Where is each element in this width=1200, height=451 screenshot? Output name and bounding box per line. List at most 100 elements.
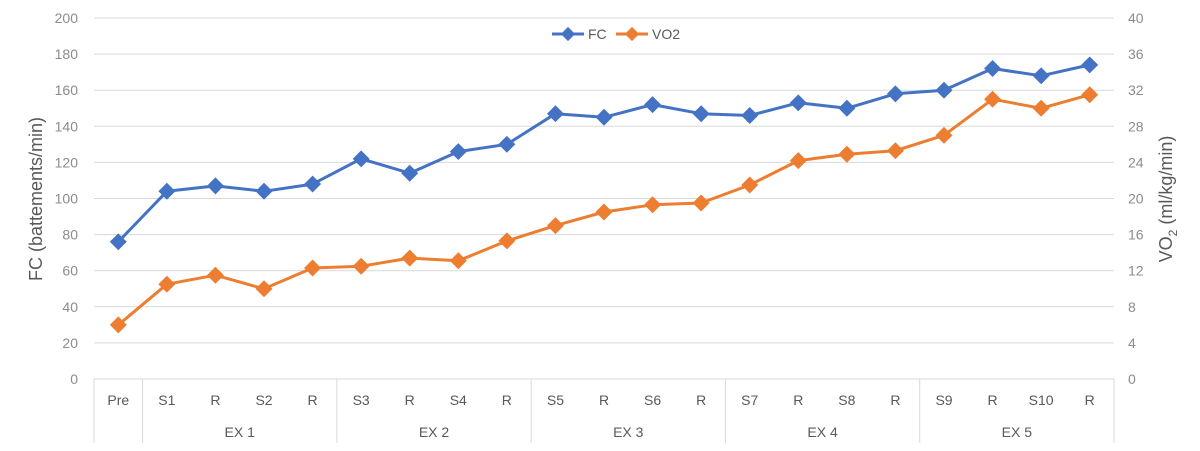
data-point-vo2 — [692, 194, 710, 212]
group-label: EX 1 — [225, 424, 256, 440]
category-label: S6 — [644, 392, 661, 408]
group-label: EX 4 — [807, 424, 838, 440]
data-point-fc — [984, 60, 1002, 77]
category-label: R — [502, 392, 512, 408]
data-point-vo2 — [1032, 99, 1050, 117]
right-tick-label: 24 — [1128, 154, 1144, 170]
data-point-fc — [158, 182, 176, 200]
data-point-vo2 — [886, 142, 904, 160]
category-label: R — [1085, 392, 1095, 408]
category-label: R — [696, 392, 706, 408]
left-tick-label: 200 — [55, 10, 79, 26]
left-tick-label: 120 — [55, 154, 79, 170]
series-layer — [109, 56, 1099, 334]
legend-swatch-fc-marker — [560, 26, 576, 42]
legend: FC VO2 — [552, 26, 680, 42]
left-tick-label: 180 — [55, 46, 79, 62]
data-point-fc — [401, 164, 419, 182]
category-label: S7 — [741, 392, 758, 408]
right-tick-label: 12 — [1128, 263, 1144, 279]
data-point-vo2 — [304, 259, 322, 277]
data-point-vo2 — [595, 203, 613, 221]
data-point-fc — [498, 135, 516, 153]
data-point-fc — [935, 81, 953, 99]
data-point-vo2 — [546, 217, 564, 235]
group-label: EX 3 — [613, 424, 644, 440]
category-label: S8 — [838, 392, 855, 408]
data-point-fc — [741, 107, 759, 124]
data-point-vo2 — [449, 252, 467, 270]
data-point-vo2 — [1081, 86, 1099, 104]
data-point-fc — [352, 150, 370, 168]
category-axis: Pre S1 R S2 R S3 R S4 R S5 R S6 R S7 R S8 R S9 R S10 R EX 1 EX… — [93, 378, 1115, 443]
data-point-vo2 — [838, 145, 856, 163]
left-tick-label: 100 — [55, 191, 79, 207]
legend-item-fc: FC — [552, 26, 607, 42]
left-tick-label: 40 — [62, 299, 78, 315]
category-label: R — [793, 392, 803, 408]
left-tick-label: 160 — [55, 82, 79, 98]
left-tick-label: 0 — [70, 371, 78, 387]
data-point-fc — [595, 108, 613, 126]
data-point-vo2 — [644, 196, 662, 214]
right-axis-title-subscript: 2 — [1166, 229, 1180, 236]
gridlines — [94, 17, 1114, 380]
category-label: S10 — [1029, 392, 1054, 408]
category-label: S5 — [547, 392, 564, 408]
data-point-fc — [838, 99, 856, 117]
data-point-vo2 — [401, 249, 419, 267]
left-tick-label: 140 — [55, 118, 79, 134]
data-point-vo2 — [741, 176, 759, 194]
data-point-fc — [206, 177, 224, 195]
data-point-vo2 — [352, 257, 370, 275]
legend-swatch-vo2-marker — [624, 26, 640, 42]
right-tick-label: 4 — [1128, 335, 1136, 351]
category-label: S3 — [353, 392, 370, 408]
data-point-vo2 — [158, 275, 176, 293]
data-point-fc — [304, 175, 322, 193]
data-point-fc — [449, 143, 467, 161]
data-point-vo2 — [255, 280, 273, 298]
legend-label-vo2: VO2 — [652, 26, 680, 42]
right-axis-ticks: 0 4 8 12 16 20 24 28 32 36 40 — [1128, 10, 1144, 387]
category-label: R — [988, 392, 998, 408]
group-label: EX 5 — [1002, 424, 1033, 440]
left-axis-ticks: 0 20 40 60 80 100 120 140 160 180 200 — [55, 10, 79, 387]
right-axis-title-suffix: (ml/kg/min) — [1156, 136, 1176, 230]
data-point-vo2 — [789, 152, 807, 170]
category-label: R — [210, 392, 220, 408]
data-point-vo2 — [935, 126, 953, 144]
right-tick-label: 20 — [1128, 191, 1144, 207]
right-tick-label: 40 — [1128, 10, 1144, 26]
data-point-fc — [886, 85, 904, 103]
right-tick-label: 8 — [1128, 299, 1136, 315]
category-label: S2 — [255, 392, 272, 408]
data-point-fc — [789, 94, 807, 112]
right-tick-label: 16 — [1128, 227, 1144, 243]
category-label: R — [599, 392, 609, 408]
category-label: Pre — [107, 392, 129, 408]
left-tick-label: 80 — [62, 227, 78, 243]
data-point-fc — [644, 96, 662, 114]
data-point-fc — [1032, 67, 1050, 85]
right-axis-title-prefix: VO — [1156, 236, 1176, 262]
legend-label-fc: FC — [588, 26, 607, 42]
legend-item-vo2: VO2 — [616, 26, 680, 42]
right-tick-label: 36 — [1128, 46, 1144, 62]
category-label: S4 — [450, 392, 467, 408]
category-label: S9 — [935, 392, 952, 408]
group-label: EX 2 — [419, 424, 450, 440]
right-tick-label: 0 — [1128, 371, 1136, 387]
right-tick-label: 32 — [1128, 82, 1144, 98]
category-label: R — [890, 392, 900, 408]
category-label: R — [308, 392, 318, 408]
data-point-fc — [1081, 56, 1099, 74]
category-label: R — [405, 392, 415, 408]
data-point-fc — [255, 182, 273, 200]
right-tick-label: 28 — [1128, 118, 1144, 134]
category-label: S1 — [158, 392, 175, 408]
left-tick-label: 20 — [62, 335, 78, 351]
left-tick-label: 60 — [62, 263, 78, 279]
data-point-vo2 — [498, 232, 516, 250]
